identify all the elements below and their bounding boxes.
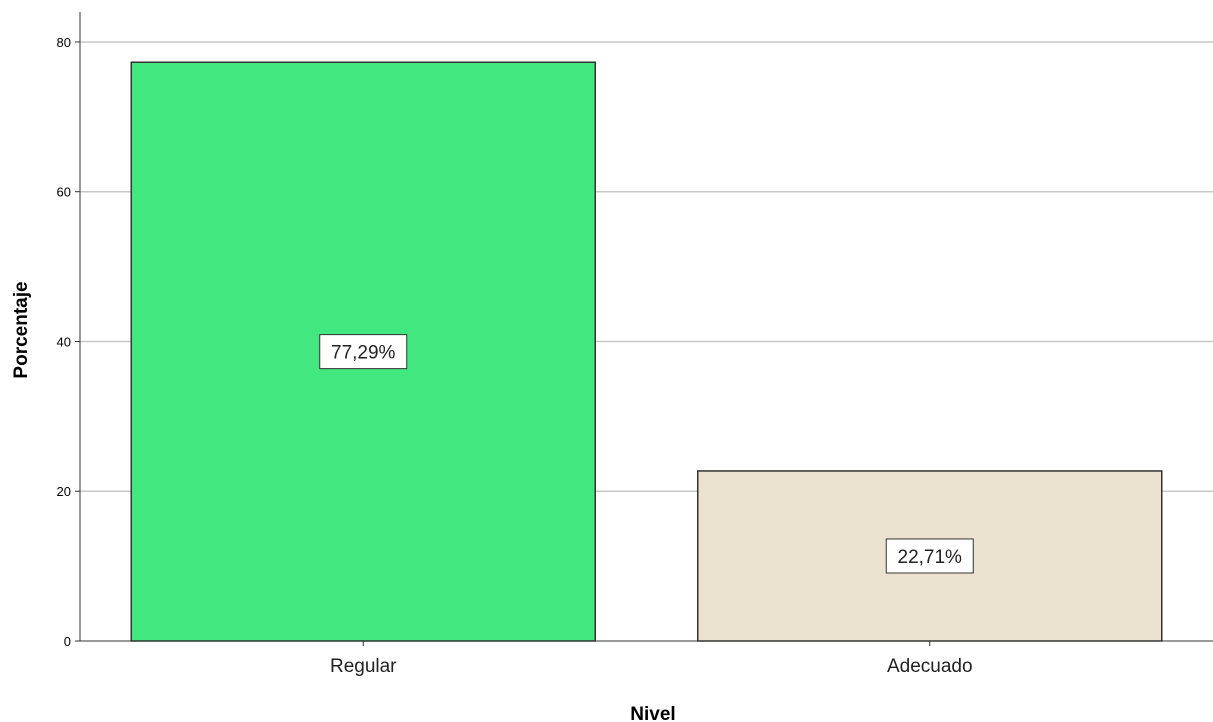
data-label: 77,29% [331,343,396,364]
x-category-labels: Regular Adecuado [330,641,973,677]
y-tick-label: 60 [57,185,71,200]
y-tick-label: 80 [57,35,71,50]
x-category-label: Adecuado [887,656,973,677]
y-tick-label: 20 [57,484,71,499]
y-tick-label: 40 [57,334,71,349]
axes [79,12,1213,642]
x-axis-title: Nivel [630,704,675,722]
y-ticks: 0 20 40 60 80 [57,35,80,649]
y-axis-title: Porcentaje [11,281,32,378]
bars [130,61,1163,642]
data-label: 22,71% [898,547,963,568]
data-label-box [319,334,408,370]
data-labels: 77,29% 22,71% [319,334,974,574]
data-label-box [885,538,974,574]
y-tick-label: 0 [64,634,71,649]
x-category-label: Regular [330,656,397,677]
